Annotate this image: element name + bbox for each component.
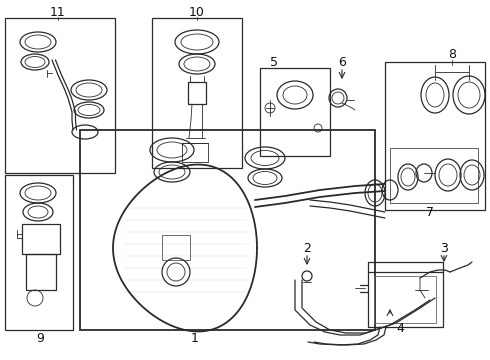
Bar [368,272,443,327]
Bar [80,130,375,330]
Bar [5,18,115,173]
Text: 1: 1 [191,332,199,345]
Text: 2: 2 [303,242,311,255]
Bar [260,68,330,156]
Bar [390,148,478,203]
Bar [22,224,60,254]
Bar [152,18,242,168]
Bar [385,62,485,210]
Text: 9: 9 [36,332,44,345]
Bar [5,175,73,330]
Text: 7: 7 [426,206,434,219]
Text: 8: 8 [448,49,456,62]
Text: 6: 6 [338,55,346,68]
Bar [374,276,436,323]
Bar [162,235,190,260]
Text: 11: 11 [50,5,66,18]
Bar [26,254,56,290]
Text: 4: 4 [396,321,404,334]
Text: 10: 10 [189,5,205,18]
Text: 3: 3 [440,242,448,255]
Text: 5: 5 [270,55,278,68]
